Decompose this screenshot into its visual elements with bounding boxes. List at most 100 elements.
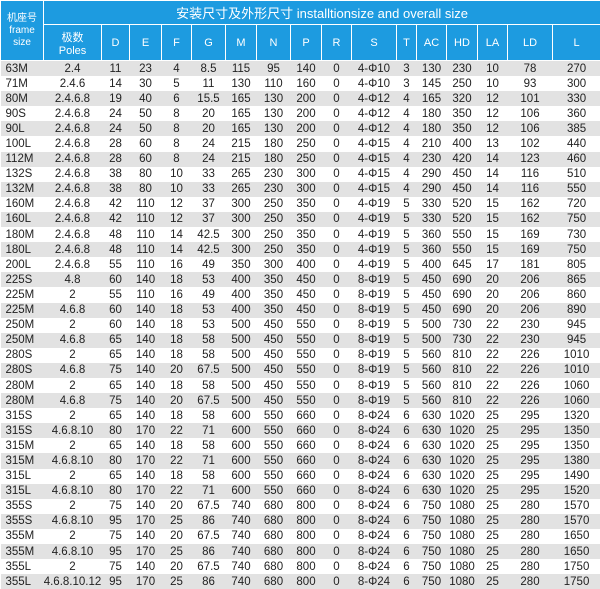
cell-ac: 750 (421, 560, 442, 573)
cell-d: 65 (109, 379, 122, 392)
cell-l: 1750 (552, 574, 600, 589)
table-row: 280M 4.6.8 75 140 20 67.5 500 450 550 0 8-Φ19 5 560 8… (0, 393, 600, 409)
cell-n: 250 (263, 228, 284, 241)
cell-l: 1010 (552, 362, 600, 378)
cell-n: 680 (256, 574, 291, 589)
column-header-la: LA (477, 24, 508, 61)
cell-p: 300 (296, 168, 316, 181)
poles-cell: 2.4.6 (59, 77, 86, 90)
cell-e: 110 (129, 211, 162, 228)
cell-g: 37 (202, 198, 215, 211)
cell-e: 140 (135, 409, 156, 422)
cell-ld: 123 (507, 151, 553, 167)
frame-size-cell: 71M (5, 77, 28, 90)
cell-s: 8-Φ19 (357, 379, 391, 392)
cell-ac: 230 (416, 151, 447, 167)
frame-size-cell: 132M (0, 181, 44, 197)
frame-size-cell: 160L (0, 211, 44, 228)
cell-t: 6 (396, 544, 417, 560)
table-row: 355M 2 75 140 20 67.5 740 680 800 0 8-Φ24 6 750 1080 2… (1, 529, 600, 544)
frame-size-cell: 225M (5, 288, 35, 301)
table-title: 安装尺寸及外形尺寸 installtionsize and overall si… (42, 0, 600, 25)
cell-m: 500 (231, 319, 251, 332)
cell-ld: 181 (520, 258, 540, 271)
cell-d: 48 (101, 242, 130, 258)
cell-r: 0 (333, 379, 340, 392)
cell-m: 165 (231, 107, 251, 120)
cell-la: 22 (477, 393, 508, 409)
cell-m: 740 (231, 530, 251, 543)
table-row: 315S 2 65 140 18 58 600 550 660 0 8-Φ24 6 630 1020 25 2… (1, 408, 600, 423)
cell-g: 58 (202, 439, 215, 452)
cell-n: 110 (264, 77, 283, 90)
cell-hd: 1080 (449, 560, 475, 573)
cell-r: 0 (321, 181, 352, 197)
cell-ac: 360 (416, 242, 447, 258)
cell-l: 730 (566, 228, 587, 241)
cell-g: 58 (202, 409, 215, 422)
cell-e: 140 (135, 470, 156, 483)
cell-ld: 106 (520, 107, 540, 120)
table-body: 63M 2.4 11 23 4 8.5 115 95 140 0 4-Φ10 3 130 230 10 78 2… (0, 60, 600, 589)
cell-ac: 180 (416, 121, 447, 137)
cell-hd: 1080 (449, 530, 475, 543)
cell-d: 65 (109, 439, 122, 452)
cell-l: 440 (566, 138, 587, 151)
cell-f: 16 (170, 288, 183, 301)
cell-ld: 280 (507, 574, 553, 589)
cell-l: 720 (566, 198, 587, 211)
frame-size-cell: 225M (0, 302, 44, 318)
cell-d: 55 (109, 258, 122, 271)
cell-ac: 630 (416, 453, 447, 469)
frame-size-cell: 355L (5, 560, 32, 573)
cell-ac: 330 (421, 198, 442, 211)
column-header-r: R (321, 24, 352, 61)
cell-s: 4-Φ15 (351, 151, 397, 167)
cell-d: 48 (109, 228, 122, 241)
frame-size-cell: 100L (5, 138, 32, 151)
poles-cell: 2.4.6.8 (43, 181, 102, 197)
cell-f: 14 (170, 228, 183, 241)
cell-d: 65 (101, 332, 130, 348)
cell-e: 110 (136, 198, 155, 211)
table-row: 250M 2 60 140 18 53 500 450 550 0 8-Φ19 5 500 730 22 23… (1, 318, 600, 333)
cell-t: 4 (396, 91, 417, 107)
cell-n: 250 (263, 198, 284, 211)
cell-g: 49 (202, 288, 215, 301)
cell-ld: 230 (507, 332, 553, 348)
frame-size-cell: 355L (0, 574, 44, 589)
cell-p: 660 (296, 470, 316, 483)
cell-n: 550 (256, 423, 291, 439)
cell-t: 6 (403, 439, 410, 452)
cell-s: 8-Φ24 (357, 470, 391, 483)
cell-t: 5 (403, 198, 410, 211)
cell-t: 4 (403, 138, 410, 151)
cell-l: 550 (552, 181, 600, 197)
cell-l: 1320 (563, 409, 590, 422)
cell-f: 18 (161, 332, 192, 348)
cell-d: 60 (101, 272, 130, 288)
cell-p: 800 (296, 500, 316, 513)
cell-p: 550 (290, 332, 322, 348)
cell-l: 510 (566, 168, 587, 181)
table-row: 180M 2.4.6.8 48 110 14 42.5 300 250 350 0 4-Φ19 5 36… (1, 227, 600, 242)
cell-f: 14 (161, 242, 192, 258)
cell-g: 15.5 (191, 91, 226, 107)
cell-n: 450 (256, 393, 291, 409)
table-row: 90L 2.4.6.8 24 50 8 20 165 130 200 0 4-Φ12 4 180 350 1… (0, 121, 600, 137)
cell-s: 4-Φ12 (357, 107, 391, 120)
cell-la: 14 (486, 168, 499, 181)
cell-hd: 230 (446, 60, 478, 77)
table-row: 225M 2 55 110 16 49 400 350 450 0 8-Φ19 5 450 690 20 20… (1, 287, 600, 302)
cell-e: 140 (135, 349, 156, 362)
cell-la: 25 (477, 483, 508, 499)
column-header-n: N (256, 24, 291, 61)
cell-la: 15 (477, 211, 508, 228)
cell-r: 0 (321, 121, 352, 137)
frame-size-cell: 90L (0, 121, 44, 137)
cell-n: 680 (263, 500, 284, 513)
column-header-m: M (225, 24, 257, 61)
cell-ac: 630 (421, 439, 442, 452)
cell-m: 600 (231, 409, 251, 422)
